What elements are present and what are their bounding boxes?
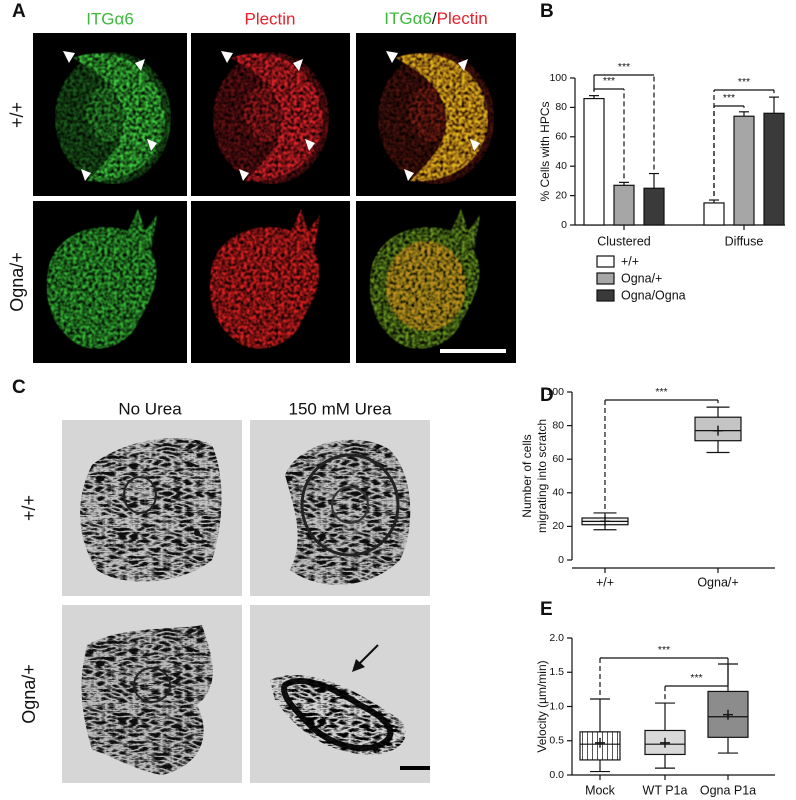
- legend-label: Ogna/+: [621, 271, 662, 285]
- significance: ***: [690, 672, 702, 684]
- micrograph: [250, 605, 430, 783]
- legend-label: +/+: [621, 254, 639, 268]
- y-tick-label: 0: [558, 554, 564, 566]
- row-label: +/+: [7, 102, 27, 128]
- y-axis-label: Velocity (µm/min): [535, 660, 549, 752]
- panel-letter: A: [12, 1, 26, 22]
- mean-marker: [713, 425, 723, 436]
- significance: ***: [603, 75, 615, 87]
- bar: [583, 97, 605, 226]
- y-axis-label: % Cells with HPCs: [538, 101, 552, 201]
- arrow: [357, 644, 379, 666]
- bar: [613, 184, 635, 226]
- x-tick-label: Ogna P1a: [700, 783, 756, 797]
- row-label: Ogna/+: [7, 252, 27, 312]
- panel-letter: D: [540, 385, 554, 406]
- y-tick-label: 1.5: [549, 666, 564, 678]
- x-tick-label: Mock: [585, 783, 616, 797]
- column-title: ITGα6/Plectin: [384, 9, 487, 28]
- mean-marker: [723, 709, 733, 720]
- bar: [643, 187, 665, 226]
- mean-marker: [600, 516, 610, 527]
- x-tick-label: Diffuse: [725, 234, 764, 248]
- significance: ***: [655, 386, 667, 398]
- legend-swatch: [596, 289, 615, 302]
- y-tick-label: 100: [546, 386, 564, 398]
- y-tick-label: 60: [552, 453, 564, 465]
- y-tick-label: 0.5: [549, 735, 564, 747]
- legend-swatch: [596, 255, 615, 268]
- panel-letter: B: [540, 1, 554, 22]
- y-tick-label: 20: [552, 520, 564, 532]
- micrograph: [33, 33, 187, 196]
- y-axis-label: Number of cells: [520, 434, 534, 517]
- title-part: /: [432, 9, 437, 28]
- micrograph: [191, 33, 350, 196]
- y-tick-label: 20: [555, 189, 567, 201]
- y-tick-label: 40: [552, 487, 564, 499]
- row-label: Ogna/+: [19, 664, 39, 724]
- legend-swatch: [596, 272, 615, 285]
- column-title: Plectin: [244, 9, 295, 28]
- y-tick-label: 2.0: [549, 632, 564, 644]
- bar: [763, 112, 785, 226]
- x-tick-label: Ogna/+: [697, 575, 738, 589]
- y-tick-label: 100: [549, 72, 567, 84]
- x-tick-label: +/+: [596, 575, 614, 589]
- mean-marker: [660, 737, 670, 748]
- row-label: +/+: [19, 495, 39, 521]
- y-tick-label: 0: [561, 219, 567, 231]
- micrograph: [250, 420, 430, 596]
- significance: ***: [658, 644, 670, 656]
- micrograph: [33, 201, 187, 363]
- significance: ***: [723, 92, 735, 104]
- x-tick-label: WT P1a: [643, 783, 688, 797]
- y-tick-label: 60: [555, 131, 567, 143]
- title-part: Plectin: [437, 9, 488, 28]
- micrograph: [356, 201, 516, 363]
- y-tick-label: 1.0: [549, 700, 564, 712]
- significance: ***: [738, 76, 750, 88]
- mean-marker: [595, 737, 605, 748]
- significance: ***: [618, 61, 630, 73]
- micrograph: [62, 605, 242, 783]
- y-tick-label: 40: [555, 160, 567, 172]
- legend-label: Ogna/Ogna: [621, 288, 686, 302]
- x-tick-label: Clustered: [597, 234, 651, 248]
- title-part: ITGα6: [384, 9, 432, 28]
- y-tick-label: 80: [555, 101, 567, 113]
- y-tick-label: 80: [552, 419, 564, 431]
- y-tick-label: 0.0: [549, 769, 564, 781]
- column-title: No Urea: [118, 399, 182, 418]
- micrograph: [356, 33, 516, 196]
- column-title: 150 mM Urea: [289, 399, 393, 418]
- arrow-head: [352, 659, 365, 672]
- bar: [703, 202, 725, 226]
- micrograph: [191, 201, 350, 363]
- y-axis-label: migrating into scratch: [535, 419, 549, 533]
- column-title: ITGα6: [86, 9, 134, 28]
- panel-letter: C: [12, 377, 26, 398]
- micrograph: [62, 420, 242, 596]
- panel-letter: E: [540, 599, 553, 620]
- bar: [733, 115, 755, 226]
